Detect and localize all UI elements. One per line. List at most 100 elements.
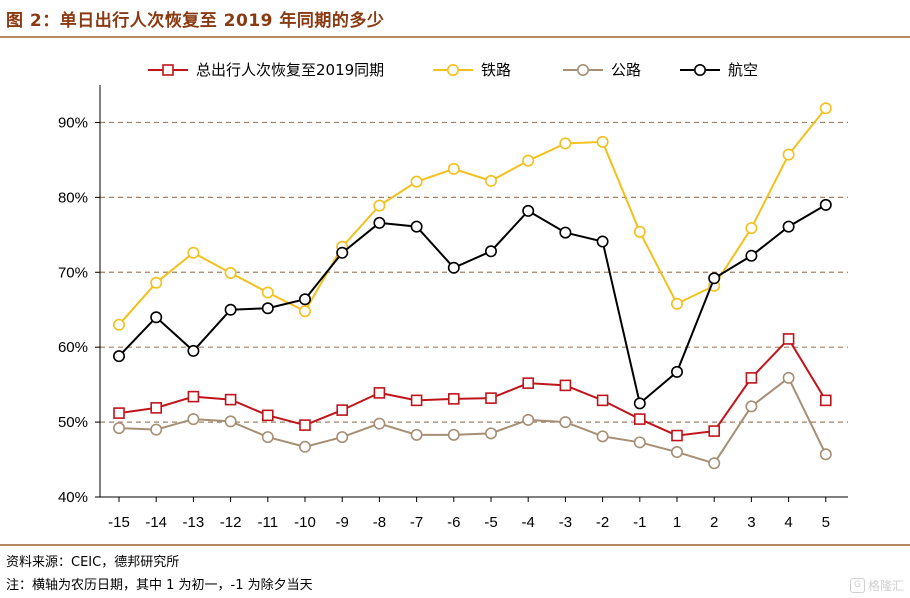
- x-tick-label: 3: [747, 514, 755, 531]
- x-tick-label: -9: [336, 514, 349, 531]
- data-point: [298, 293, 311, 306]
- legend-marker: [693, 64, 706, 77]
- data-point: [782, 220, 795, 233]
- data-point: [819, 394, 832, 407]
- data-point: [522, 154, 535, 167]
- grid-lines: [100, 121, 848, 423]
- data-point: [187, 344, 200, 357]
- data-point: [819, 198, 832, 211]
- data-point: [782, 148, 795, 161]
- data-point: [484, 427, 497, 440]
- series-line: [118, 203, 827, 406]
- data-point: [484, 174, 497, 187]
- watermark: G 格隆汇: [849, 577, 904, 594]
- data-point: [224, 415, 237, 428]
- x-tick-label: -10: [294, 514, 316, 531]
- x-tick-label: -5: [484, 514, 497, 531]
- data-point: [410, 428, 423, 441]
- data-point: [261, 431, 274, 444]
- data-point: [410, 175, 423, 188]
- data-point: [782, 371, 795, 384]
- data-point: [373, 216, 386, 229]
- x-tick-label: -15: [108, 514, 130, 531]
- y-tick-label: 60%: [58, 339, 88, 356]
- data-point: [113, 318, 126, 331]
- data-point: [336, 246, 349, 259]
- data-point: [261, 286, 274, 299]
- legend-marker: [162, 64, 174, 76]
- data-point: [261, 302, 274, 315]
- legend-item-3: 航空: [680, 61, 758, 79]
- data-point: [596, 235, 609, 248]
- x-tick-labels: -15 -14 -13 -12 -11 -10 -9 -8 -7 -6 -5 -4 -3 -2 -1 1 2 3 4…: [108, 514, 830, 531]
- data-point: [447, 162, 460, 175]
- data-point: [522, 204, 535, 217]
- x-tick-label: -1: [633, 514, 646, 531]
- series-2: [113, 371, 832, 470]
- data-point: [633, 436, 646, 449]
- data-point: [299, 419, 311, 431]
- legend-marker: [576, 64, 589, 77]
- data-point: [447, 428, 460, 441]
- bottom-rule: [0, 544, 910, 546]
- data-point: [782, 333, 795, 345]
- data-point: [410, 220, 423, 233]
- figure-title: 图 2：单日出行人次恢复至 2019 年同期的多少: [6, 11, 385, 31]
- data-point: [522, 377, 535, 389]
- x-tick-label: -13: [183, 514, 205, 531]
- data-point: [708, 272, 721, 285]
- data-point: [447, 261, 460, 274]
- x-tick-label: -2: [596, 514, 609, 531]
- data-point: [633, 397, 646, 410]
- data-point: [410, 394, 423, 407]
- x-tick-label: -3: [559, 514, 572, 531]
- y-tick-label: 70%: [58, 264, 88, 281]
- data-point: [150, 276, 163, 289]
- x-tick-label: -4: [522, 514, 535, 531]
- data-point: [745, 372, 758, 384]
- y-tick-label: 50%: [58, 414, 88, 431]
- legend: 总出行人次恢复至2019同期 铁路 公路 航空: [148, 61, 758, 79]
- x-tick-label: -7: [410, 514, 423, 531]
- legend-label: 航空: [728, 61, 758, 79]
- data-point: [187, 246, 200, 259]
- data-point: [708, 457, 721, 470]
- series-line: [118, 107, 827, 326]
- data-point: [113, 350, 126, 363]
- data-point: [559, 379, 572, 392]
- legend-label: 总出行人次恢复至2019同期: [196, 61, 384, 79]
- data-point: [224, 303, 237, 316]
- x-tick-label: 1: [673, 514, 681, 531]
- data-point: [596, 135, 609, 148]
- data-point: [150, 402, 162, 414]
- data-point: [484, 245, 497, 258]
- top-rule: [0, 36, 910, 38]
- y-tick-label: 90%: [58, 114, 88, 131]
- data-point: [671, 429, 683, 442]
- data-point: [559, 416, 572, 429]
- data-point: [745, 222, 758, 235]
- data-point: [596, 430, 609, 443]
- data-point: [596, 394, 609, 407]
- data-point: [373, 387, 386, 399]
- data-point: [670, 446, 683, 459]
- x-tick-label: -8: [373, 514, 386, 531]
- series-3: [113, 198, 832, 410]
- data-point: [373, 417, 386, 430]
- data-point: [336, 431, 349, 444]
- data-point: [113, 422, 126, 435]
- legend-item-0: 总出行人次恢复至2019同期: [148, 61, 384, 79]
- series-group: [113, 102, 832, 470]
- data-point: [819, 102, 832, 115]
- axes: [95, 85, 848, 502]
- data-point: [670, 297, 683, 310]
- series-1: [113, 102, 832, 331]
- watermark-logo-icon: G: [849, 578, 865, 593]
- x-tick-label: -14: [145, 514, 167, 531]
- data-point: [373, 199, 386, 212]
- data-point: [336, 404, 349, 416]
- legend-item-1: 铁路: [433, 61, 511, 79]
- legend-label: 铁路: [481, 61, 511, 79]
- x-tick-label: 5: [822, 514, 830, 531]
- data-point: [298, 305, 311, 318]
